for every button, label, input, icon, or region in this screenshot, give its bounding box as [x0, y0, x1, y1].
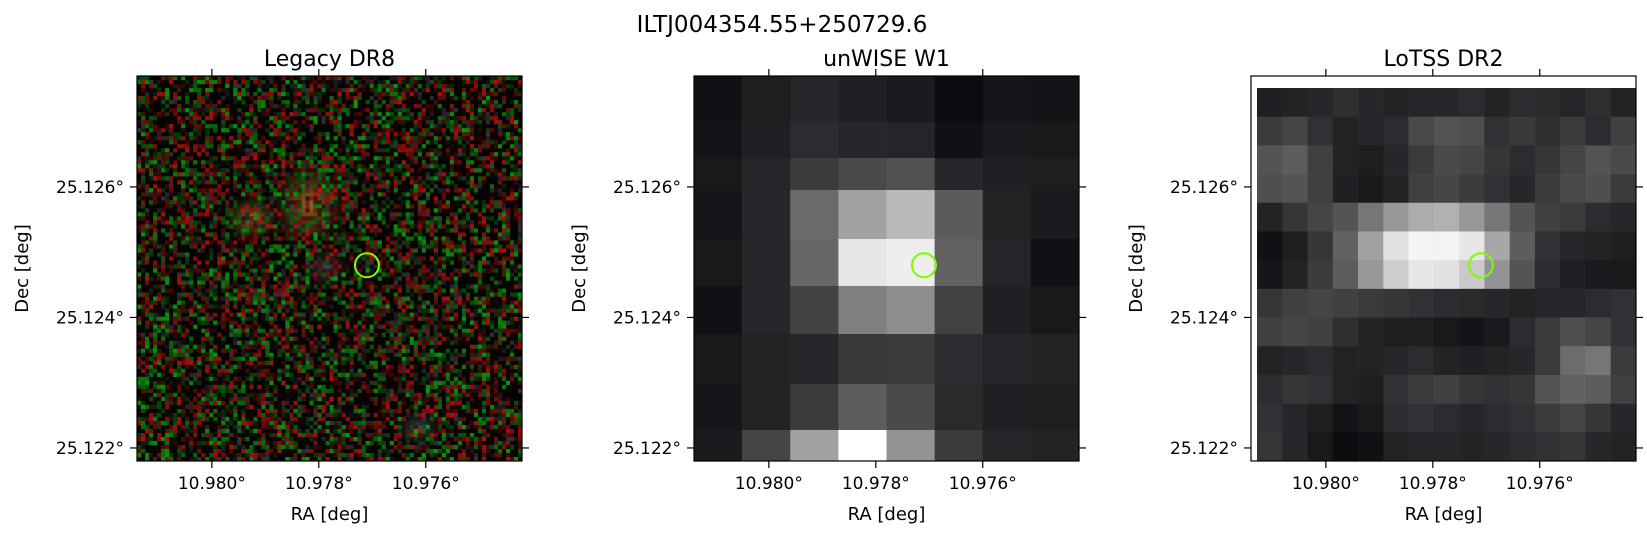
panel-title: unWISE W1 — [823, 47, 950, 72]
x-axis-label: RA [deg] — [1405, 504, 1483, 525]
panel-title: LoTSS DR2 — [1384, 47, 1504, 72]
y-tick-label: 25.126° — [56, 178, 124, 198]
panel-3: LoTSS DR2 10.980° 10.978° 10.976° 25.122° 25.… — [1126, 47, 1643, 525]
x-axis-label: RA [deg] — [848, 504, 926, 525]
cutout-image — [1251, 76, 1636, 461]
noise-pixels — [137, 76, 522, 461]
x-tick-label: 10.976° — [392, 474, 460, 494]
y-tick-label: 25.122° — [56, 439, 124, 459]
y-tick-label: 25.124° — [613, 308, 681, 328]
y-tick-label: 25.126° — [613, 178, 681, 198]
y-axis-label: Dec [deg] — [1126, 224, 1147, 313]
source-marker — [353, 252, 380, 279]
y-tick-label: 25.126° — [1170, 178, 1238, 198]
x-tick-label: 10.978° — [842, 474, 910, 494]
panels: Legacy DR8 10.980° 10.978° 10.976° 25.122° 25… — [12, 47, 1643, 525]
panel-title: Legacy DR8 — [264, 47, 395, 72]
x-tick-label: 10.980° — [735, 474, 803, 494]
y-axis-label: Dec [deg] — [569, 224, 590, 313]
x-tick-label: 10.980° — [178, 474, 246, 494]
y-tick-label: 25.122° — [1170, 439, 1238, 459]
panel-1: Legacy DR8 10.980° 10.978° 10.976° 25.122° 25… — [12, 47, 529, 525]
x-tick-label: 10.978° — [285, 474, 353, 494]
y-tick-label: 25.124° — [56, 308, 124, 328]
cutout-image — [137, 76, 522, 461]
source-marker — [910, 252, 937, 279]
x-tick-label: 10.978° — [1399, 474, 1467, 494]
figure-title: ILTJ004354.55+250729.6 — [637, 12, 928, 38]
x-tick-label: 10.976° — [949, 474, 1017, 494]
image-pixels — [1257, 88, 1636, 461]
image-pixels — [694, 76, 1079, 461]
axes-frame — [136, 75, 523, 462]
source-marker — [1467, 252, 1494, 279]
y-tick-label: 25.122° — [613, 439, 681, 459]
y-axis-label: Dec [deg] — [12, 224, 33, 313]
y-tick-label: 25.124° — [1170, 308, 1238, 328]
axes-frame — [693, 75, 1080, 462]
x-axis-label: RA [deg] — [291, 504, 369, 525]
x-tick-label: 10.980° — [1292, 474, 1360, 494]
axes-frame — [1250, 75, 1637, 462]
cutout-image — [694, 76, 1079, 461]
panel-2: unWISE W1 10.980° 10.978° 10.976° 25.122° 25.… — [569, 47, 1086, 525]
x-tick-label: 10.976° — [1506, 474, 1574, 494]
